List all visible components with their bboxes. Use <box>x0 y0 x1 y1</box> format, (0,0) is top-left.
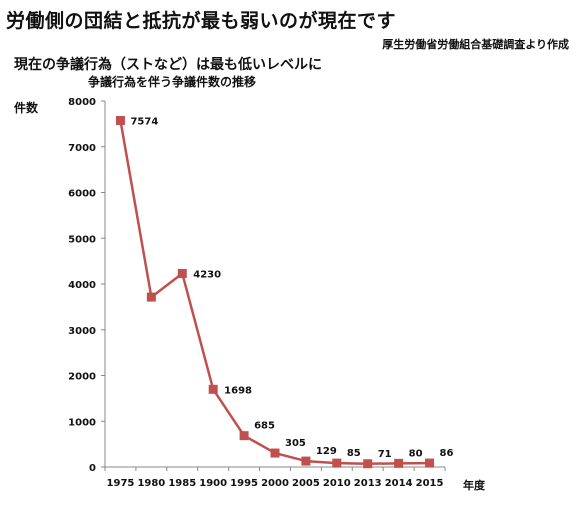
x-tick-label: 2013 <box>354 478 382 489</box>
data-label: 685 <box>254 421 275 432</box>
x-tick-label: 1900 <box>199 478 227 489</box>
series <box>115 115 435 469</box>
y-tick-label: 7000 <box>68 143 96 154</box>
data-label: 71 <box>378 449 392 460</box>
x-tick-label: 1975 <box>107 478 135 489</box>
x-axis-label: 年度 <box>463 479 485 492</box>
y-axis-label: 件数 <box>14 101 39 115</box>
y-tick-label: 1000 <box>68 417 96 428</box>
y-tick-label: 6000 <box>68 189 96 200</box>
y-tick-label: 2000 <box>68 372 96 383</box>
data-label: 80 <box>409 448 423 459</box>
chart-title: 労働側の団結と抵抗が最も弱いのが現在です <box>6 10 397 32</box>
axes <box>104 101 445 468</box>
chart-caption: 争議行為を伴う争議件数の推移 <box>88 75 257 89</box>
x-tick-label: 1995 <box>230 478 258 489</box>
y-tick-label: 5000 <box>68 234 96 245</box>
x-tick-label: 1980 <box>137 478 165 489</box>
data-label: 7574 <box>130 116 158 127</box>
data-point <box>208 384 218 394</box>
data-point <box>115 115 125 125</box>
y-tick-label: 0 <box>89 463 96 474</box>
data-point <box>363 459 373 469</box>
series-line <box>119 120 430 466</box>
data-labels: 7574 4230 1698 685 305 129 85 71 80 86 <box>130 116 453 459</box>
data-point <box>270 448 280 458</box>
data-point <box>146 292 156 302</box>
x-tick-label: 2005 <box>292 478 320 489</box>
x-tick-label: 2015 <box>416 478 444 489</box>
data-label: 305 <box>285 438 306 449</box>
x-tick-label: 2010 <box>323 478 351 489</box>
chart-subtitle: 現在の争議行為（ストなど）は最も低いレベルに <box>14 57 322 73</box>
data-label: 85 <box>347 448 361 459</box>
y-ticks: 0 1000 2000 3000 4000 5000 6000 7000 8000 <box>68 97 105 474</box>
y-tick-label: 3000 <box>68 326 96 337</box>
x-ticks: 1975 1980 1985 1900 1995 2000 2005 2010 2013 2014… <box>104 467 446 489</box>
data-point <box>425 458 435 468</box>
y-tick-label: 4000 <box>68 280 96 291</box>
data-label: 4230 <box>193 269 221 280</box>
data-point <box>332 458 342 468</box>
source-note: 厚生労働省労働組合基礎調査より作成 <box>382 38 569 51</box>
data-point <box>301 456 311 466</box>
x-tick-label: 1985 <box>168 478 196 489</box>
x-tick-label: 2000 <box>261 478 289 489</box>
data-point <box>239 431 249 441</box>
data-point <box>177 268 187 278</box>
data-point <box>394 458 404 468</box>
x-tick-label: 2014 <box>385 478 413 489</box>
data-label: 129 <box>316 446 337 457</box>
y-tick-label: 8000 <box>68 97 96 108</box>
data-label: 86 <box>440 448 454 459</box>
data-label: 1698 <box>224 385 252 396</box>
